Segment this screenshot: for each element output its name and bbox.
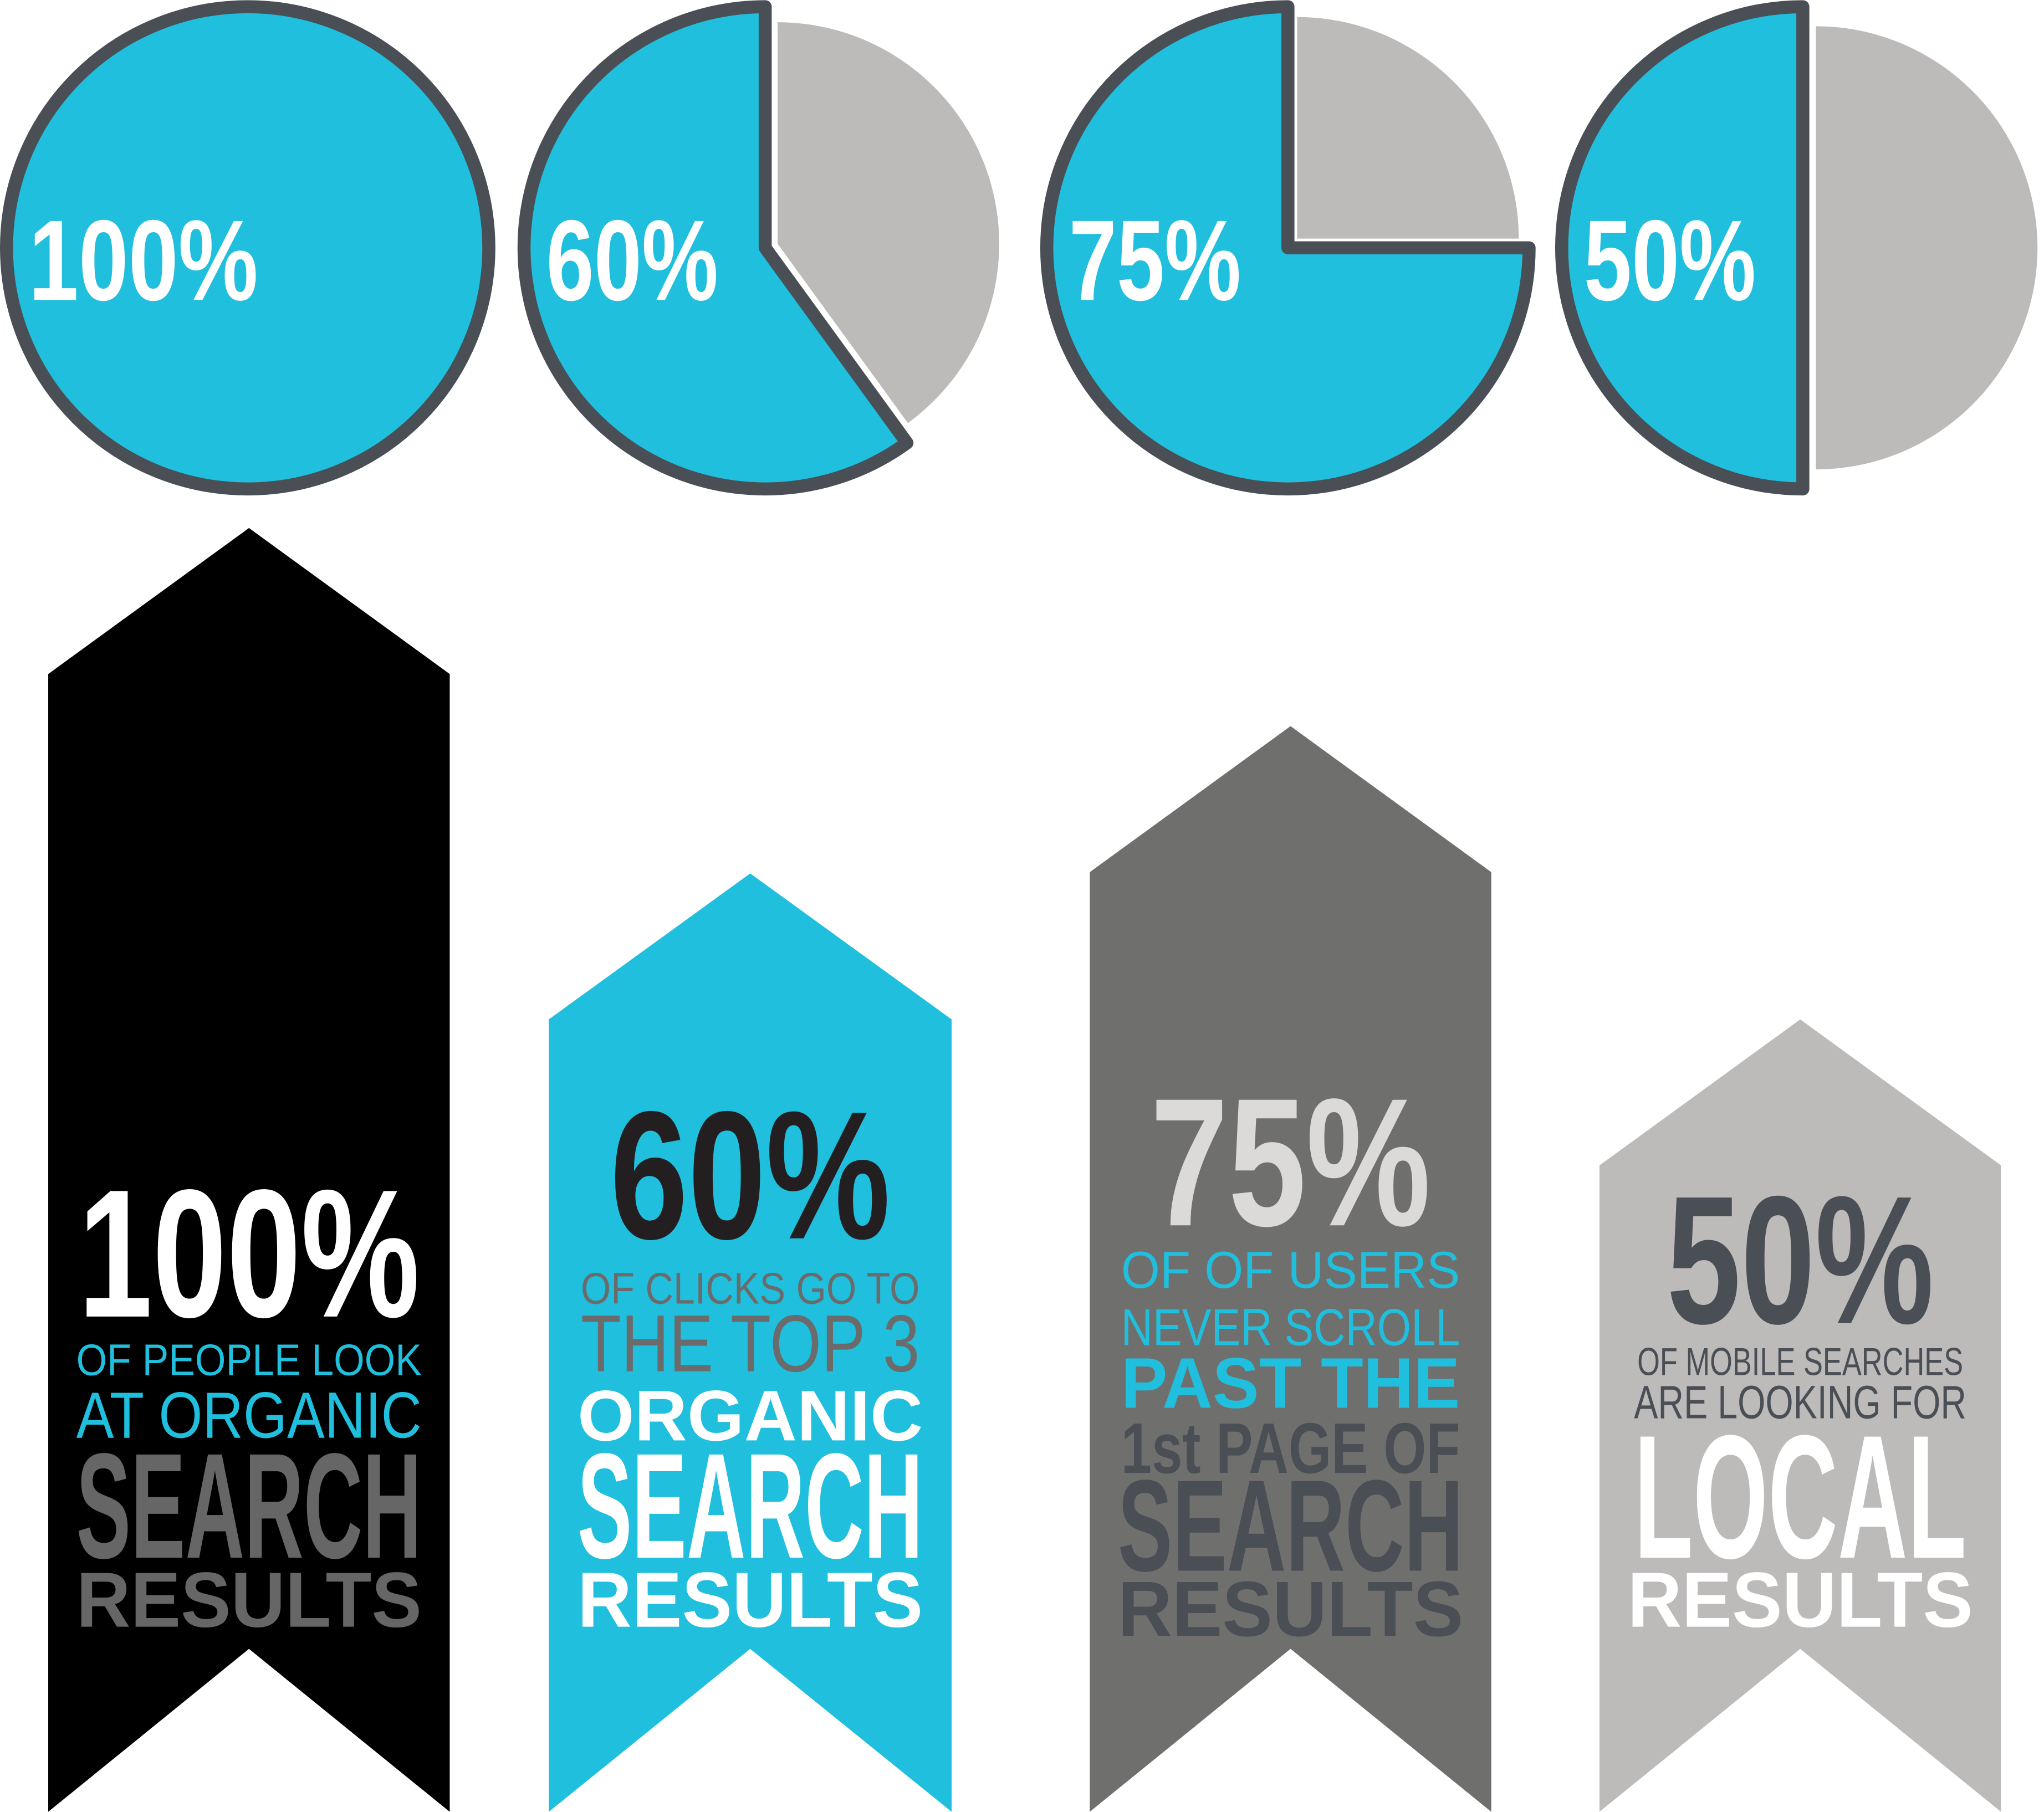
- pie-slice: [778, 22, 999, 423]
- pie-slice: [1555, 0, 1810, 496]
- ribbon-text: OF MOBILE SEARCHES: [1637, 1340, 1963, 1384]
- ribbon-text: OF PEOPLE LOOK: [76, 1335, 422, 1385]
- ribbon: [1599, 1019, 2001, 1812]
- ribbon-text: OF OF USERS: [1121, 1241, 1460, 1299]
- pie-label: 50%: [1584, 196, 1756, 324]
- pie-slice: [0, 0, 495, 496]
- pie-slice: [1040, 0, 1536, 496]
- ribbon-text: 1st PAGE OF: [1121, 1409, 1460, 1488]
- ribbon-text: RESULTS: [1118, 1565, 1463, 1652]
- ribbon-text: PAST THE: [1121, 1344, 1460, 1424]
- ribbon-text: 50%: [1667, 1158, 1934, 1362]
- ribbon-text: NEVER SCROLL: [1121, 1298, 1460, 1357]
- ribbon-text: OF CLICKS GO TO: [581, 1263, 920, 1313]
- pie-slice: [517, 0, 914, 496]
- pie-slice: [1816, 26, 2038, 470]
- ribbon: [48, 528, 450, 1812]
- ribbon: [1090, 726, 1491, 1812]
- ribbon-text: SEARCH: [1118, 1453, 1463, 1599]
- ribbon-text: ORGANIC: [578, 1376, 923, 1456]
- ribbon-text: SEARCH: [578, 1422, 923, 1590]
- ribbon: [549, 873, 952, 1812]
- ribbon-text: THE TOP 3: [581, 1298, 920, 1389]
- pie-label: 75%: [1069, 196, 1241, 324]
- ribbon-text: 60%: [610, 1073, 891, 1277]
- ribbon-text: RESULTS: [76, 1556, 422, 1644]
- ribbon-text: ARE LOOKING FOR: [1634, 1375, 1966, 1428]
- ribbon-text: SEARCH: [76, 1422, 422, 1590]
- ribbon-text: RESULTS: [578, 1556, 923, 1644]
- pie-label: 60%: [546, 196, 718, 324]
- ribbon-text: AT ORGANIC: [76, 1379, 422, 1452]
- pie-slice: [1297, 17, 1519, 239]
- ribbon-text: 75%: [1151, 1060, 1431, 1264]
- ribbon-text: LOCAL: [1634, 1399, 1966, 1595]
- ribbon-text: 100%: [78, 1151, 420, 1355]
- ribbon-text: RESULTS: [1628, 1556, 1973, 1644]
- pie-label: 100%: [29, 196, 258, 324]
